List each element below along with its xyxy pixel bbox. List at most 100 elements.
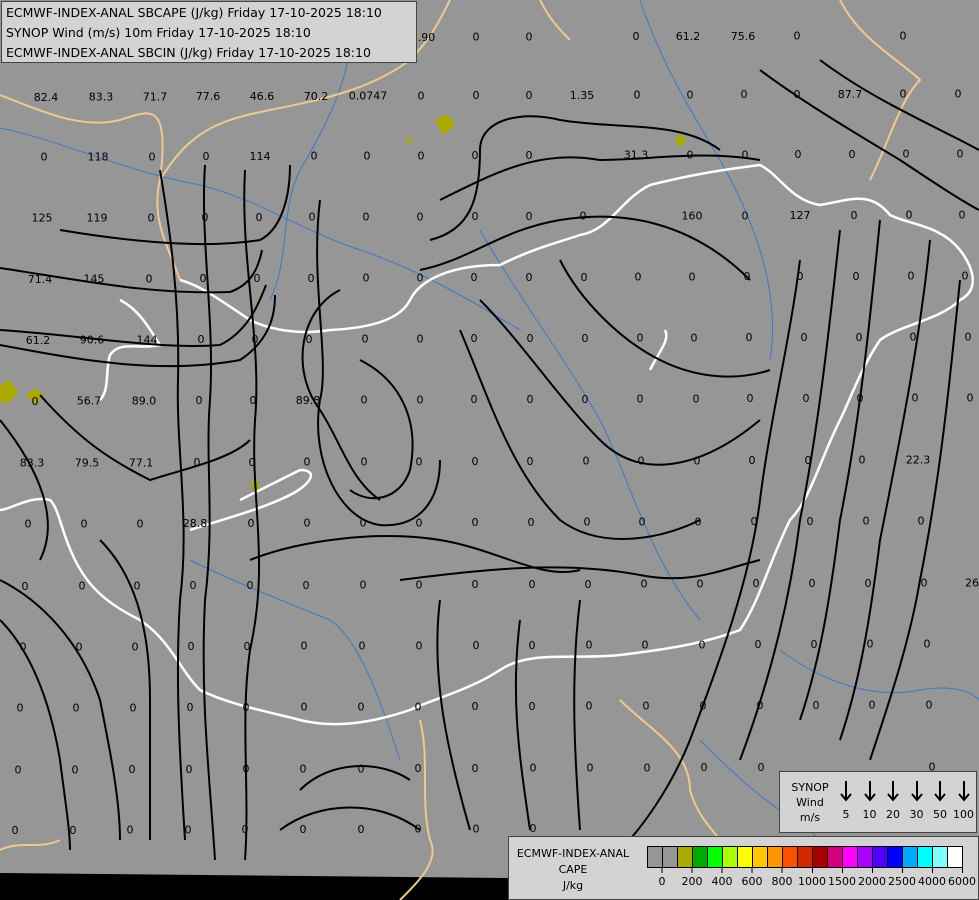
cape-value-label: 0 (416, 516, 423, 529)
cape-value-label: 0 (795, 148, 802, 161)
cape-value-label: 70.2 (304, 90, 329, 103)
title-sbcin: ECMWF-INDEX-ANAL SBCIN (J/kg) Friday 17-… (6, 45, 371, 60)
cape-color-swatch (753, 847, 768, 867)
streamline (159, 169, 186, 841)
cape-value-label: 0 (906, 209, 913, 222)
cape-value-label: 0 (149, 150, 156, 163)
cape-value-label: 87.7 (838, 88, 863, 101)
wind-legend: SYNOP Wind m/s 5 10 20 30 50 100 (779, 771, 977, 833)
cape-value-label: 0 (753, 577, 760, 590)
cape-value-label: 114 (250, 150, 271, 163)
streamline (0, 249, 263, 294)
cape-color-swatch (873, 847, 888, 867)
cape-value-label: 26 (965, 576, 979, 589)
cape-value-label: 0 (416, 578, 423, 591)
cape-value-label: 0 (755, 638, 762, 651)
region-borders (0, 0, 922, 900)
cape-value-label: 0 (639, 516, 646, 529)
cape-value-label: 0 (529, 700, 536, 713)
cape-value-label: 0 (585, 578, 592, 591)
cape-color-swatch (783, 847, 798, 867)
cape-value-label: 0 (417, 210, 424, 223)
cape-value-label: 0 (581, 271, 588, 284)
cape-value-label: 119 (87, 212, 108, 225)
cape-value-label: 0 (809, 577, 816, 590)
cape-value-label: 144 (137, 333, 158, 346)
cape-value-label: 0 (472, 578, 479, 591)
cape-value-label: 0 (921, 577, 928, 590)
cape-value-label: 0 (196, 394, 203, 407)
cape-color-swatch (918, 847, 933, 867)
cape-value-label: 0 (202, 211, 209, 224)
cape-value-label: 0 (473, 31, 480, 44)
cape-tick-label: 6000 (948, 875, 976, 888)
wind-legend-entry: 50 (928, 780, 952, 821)
cape-value-label: 0 (311, 150, 318, 163)
cape-value-label: 89.0 (132, 394, 157, 407)
cape-value-label: 0 (869, 699, 876, 712)
cape-tick-label: 4000 (918, 875, 946, 888)
cape-value-label: 22.3 (906, 454, 931, 467)
streamline (202, 164, 216, 861)
cape-value-label: 0 (526, 30, 533, 43)
cape-value-label: 0 (32, 395, 39, 408)
cape-value-label: 0 (758, 761, 765, 774)
cape-value-label: 0 (687, 149, 694, 162)
cape-tick: 1000 (798, 867, 826, 888)
cape-value-label: 0 (903, 148, 910, 161)
streamline (739, 229, 841, 761)
cape-value-label: 0 (689, 270, 696, 283)
cape-value-label: 0 (857, 392, 864, 405)
cape-value-label: 0 (79, 580, 86, 593)
cape-value-label: 0 (528, 516, 535, 529)
cape-value-label: 0 (794, 30, 801, 43)
cape-value-label: 0 (751, 515, 758, 528)
cape-value-label: 0 (856, 331, 863, 344)
cape-value-label: 0 (358, 701, 365, 714)
cape-value-label: 0 (582, 393, 589, 406)
streamline (514, 619, 531, 831)
cape-legend-title-line: ECMWF-INDEX-ANAL (516, 847, 630, 860)
streamline (0, 619, 71, 851)
cape-value-label: 0 (701, 761, 708, 774)
cape-value-label: 0 (813, 699, 820, 712)
cape-tick: 6000 (948, 867, 976, 888)
cape-value-label: 0 (185, 823, 192, 836)
cape-value-label: 0 (643, 700, 650, 713)
cape-color-swatch (648, 847, 663, 867)
cape-value-label: 0 (243, 701, 250, 714)
cape-value-label: 0 (417, 271, 424, 284)
cape-value-label: 0 (132, 640, 139, 653)
cape-value-label: 0 (926, 699, 933, 712)
cape-value-label: 0 (527, 393, 534, 406)
cape-color-swatch (798, 847, 813, 867)
wind-arrow-down-icon (934, 781, 946, 802)
cape-value-label: 0 (924, 638, 931, 651)
cape-value-label: 160 (682, 210, 703, 223)
cape-value-label: 56.7 (77, 395, 102, 408)
cape-legend-title: ECMWF-INDEX-ANAL CAPE J/kg (513, 846, 633, 894)
cape-value-label: 0 (146, 272, 153, 285)
cape-tick: 0 (659, 867, 666, 888)
wind-legend-entry: 100 (952, 780, 976, 821)
streamline (399, 559, 761, 581)
cape-value-label: 0 (187, 701, 194, 714)
wind-speed-label: 50 (933, 808, 947, 821)
cape-color-swatch (858, 847, 873, 867)
cape-value-label: 46.6 (250, 90, 275, 103)
cape-value-label: 0 (803, 392, 810, 405)
outside-domain-area (0, 873, 508, 900)
cape-value-label: 0 (248, 517, 255, 530)
cape-value-label: 0 (362, 333, 369, 346)
cape-value-label: 89.8 (296, 394, 321, 407)
cape-value-label: 0 (72, 763, 79, 776)
wind-legend-title-line: m/s (799, 811, 821, 824)
cape-value-label: 0 (472, 149, 479, 162)
cape-tick: 400 (712, 867, 733, 888)
cape-value-label: 0 (73, 702, 80, 715)
cape-value-label: 0 (527, 332, 534, 345)
cape-tick: 4000 (918, 867, 946, 888)
wind-legend-title-line: Wind (796, 796, 824, 809)
cape-color-swatch (738, 847, 753, 867)
